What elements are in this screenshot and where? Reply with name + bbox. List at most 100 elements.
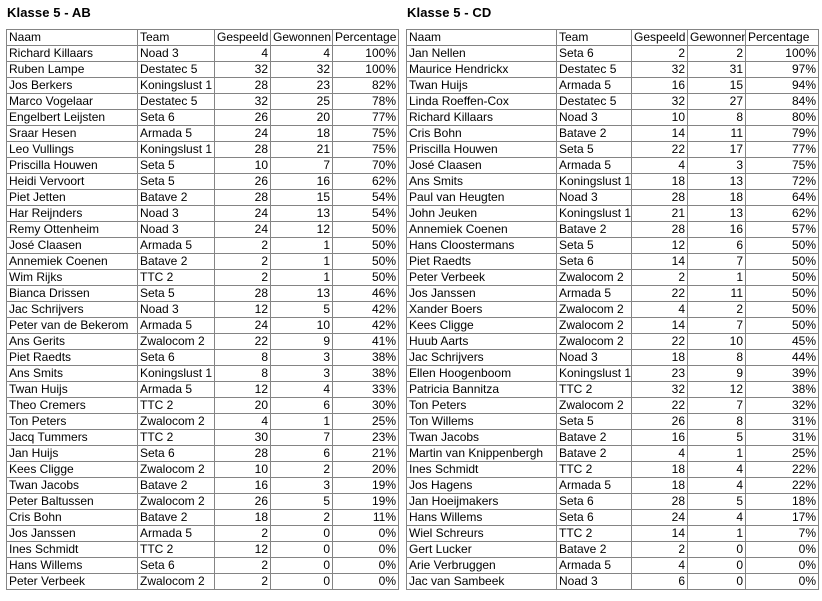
- cell-gewonnen: 27: [687, 93, 746, 110]
- cell-percentage: 62%: [745, 205, 819, 222]
- cell-team: Noad 3: [137, 45, 215, 62]
- cell-gespeeld: 12: [631, 237, 688, 254]
- cell-gespeeld: 24: [214, 125, 271, 142]
- cell-gespeeld: 8: [214, 365, 271, 382]
- cell-naam: Twan Huijs: [406, 77, 557, 94]
- table-row: Piet Raedts Seta 6 14 7 50%: [406, 253, 819, 270]
- cell-percentage: 45%: [745, 333, 819, 350]
- cell-gespeeld: 28: [214, 285, 271, 302]
- cell-percentage: 7%: [745, 525, 819, 542]
- cell-team: Batave 2: [556, 429, 632, 446]
- cell-team: TTC 2: [556, 461, 632, 478]
- column-header-team: Team: [556, 29, 632, 46]
- cell-naam: Piet Raedts: [406, 253, 557, 270]
- table-row: Cris Bohn Batave 2 14 11 79%: [406, 125, 819, 142]
- cell-gespeeld: 18: [631, 477, 688, 494]
- cell-naam: Piet Jetten: [6, 189, 138, 206]
- cell-gespeeld: 32: [214, 61, 271, 78]
- cell-gewonnen: 0: [270, 557, 333, 574]
- cell-team: Batave 2: [137, 189, 215, 206]
- table-row: Marco Vogelaar Destatec 5 32 25 78%: [6, 93, 399, 110]
- cell-naam: Sraar Hesen: [6, 125, 138, 142]
- cell-gewonnen: 0: [270, 541, 333, 558]
- cell-naam: Xander Boers: [406, 301, 557, 318]
- cell-percentage: 50%: [332, 253, 399, 270]
- cell-team: Seta 6: [556, 509, 632, 526]
- cell-team: Armada 5: [556, 557, 632, 574]
- cell-team: Koningslust 1: [137, 141, 215, 158]
- cell-naam: Hans Willems: [406, 509, 557, 526]
- cell-percentage: 33%: [332, 381, 399, 398]
- cell-gewonnen: 7: [270, 429, 333, 446]
- table-row: Twan Jacobs Batave 2 16 3 19%: [6, 477, 399, 494]
- cell-naam: José Claasen: [406, 157, 557, 174]
- cell-gewonnen: 0: [687, 557, 746, 574]
- cell-team: Seta 6: [137, 445, 215, 462]
- cell-percentage: 79%: [745, 125, 819, 142]
- cell-percentage: 50%: [745, 301, 819, 318]
- table-row: Engelbert Leijsten Seta 6 26 20 77%: [6, 109, 399, 126]
- cell-gewonnen: 4: [687, 461, 746, 478]
- panel-title-ab: Klasse 5 - AB: [7, 5, 91, 20]
- cell-naam: Ton Peters: [406, 397, 557, 414]
- cell-naam: Bianca Drissen: [6, 285, 138, 302]
- cell-gespeeld: 22: [631, 285, 688, 302]
- cell-naam: Jac van Sambeek: [406, 573, 557, 590]
- cell-percentage: 18%: [745, 493, 819, 510]
- cell-team: Seta 6: [137, 349, 215, 366]
- cell-gewonnen: 32: [270, 61, 333, 78]
- cell-gespeeld: 4: [631, 445, 688, 462]
- cell-gespeeld: 14: [631, 525, 688, 542]
- column-header-percentage: Percentage: [745, 29, 819, 46]
- cell-gewonnen: 4: [270, 381, 333, 398]
- cell-percentage: 44%: [745, 349, 819, 366]
- cell-gewonnen: 7: [687, 317, 746, 334]
- table-row: Sraar Hesen Armada 5 24 18 75%: [6, 125, 399, 142]
- cell-gespeeld: 18: [631, 173, 688, 190]
- table-header-row: Naam Team Gespeeld Gewonnen Percentage: [6, 29, 399, 46]
- cell-gespeeld: 32: [214, 93, 271, 110]
- cell-team: Koningslust 1: [556, 173, 632, 190]
- table-row: Theo Cremers TTC 2 20 6 30%: [6, 397, 399, 414]
- cell-gespeeld: 23: [631, 365, 688, 382]
- cell-percentage: 42%: [332, 301, 399, 318]
- cell-naam: Annemiek Coenen: [6, 253, 138, 270]
- cell-team: Noad 3: [556, 573, 632, 590]
- cell-gespeeld: 4: [631, 157, 688, 174]
- cell-percentage: 54%: [332, 205, 399, 222]
- cell-percentage: 38%: [332, 349, 399, 366]
- table-row: José Claasen Armada 5 4 3 75%: [406, 157, 819, 174]
- cell-gespeeld: 32: [631, 93, 688, 110]
- cell-gespeeld: 2: [631, 541, 688, 558]
- cell-gespeeld: 12: [214, 541, 271, 558]
- cell-naam: Jos Janssen: [6, 525, 138, 542]
- cell-naam: Twan Jacobs: [406, 429, 557, 446]
- cell-percentage: 20%: [332, 461, 399, 478]
- cell-percentage: 21%: [332, 445, 399, 462]
- cell-gespeeld: 10: [214, 461, 271, 478]
- cell-gewonnen: 1: [270, 253, 333, 270]
- table-row: Priscilla Houwen Seta 5 10 7 70%: [6, 157, 399, 174]
- table-row: Maurice Hendrickx Destatec 5 32 31 97%: [406, 61, 819, 78]
- cell-naam: Jos Hagens: [406, 477, 557, 494]
- table-row: Piet Raedts Seta 6 8 3 38%: [6, 349, 399, 366]
- cell-gespeeld: 16: [631, 77, 688, 94]
- cell-gewonnen: 7: [270, 157, 333, 174]
- cell-gespeeld: 24: [214, 221, 271, 238]
- cell-team: TTC 2: [137, 397, 215, 414]
- cell-team: Zwalocom 2: [556, 317, 632, 334]
- table-row: John Jeuken Koningslust 1 21 13 62%: [406, 205, 819, 222]
- cell-gewonnen: 1: [687, 269, 746, 286]
- cell-team: Seta 6: [137, 109, 215, 126]
- cell-gespeeld: 28: [631, 221, 688, 238]
- table-row: Ines Schmidt TTC 2 18 4 22%: [406, 461, 819, 478]
- cell-percentage: 22%: [745, 461, 819, 478]
- cell-naam: Kees Cligge: [6, 461, 138, 478]
- cell-naam: Remy Ottenheim: [6, 221, 138, 238]
- cell-gewonnen: 1: [270, 269, 333, 286]
- cell-percentage: 0%: [332, 573, 399, 590]
- cell-gespeeld: 10: [631, 109, 688, 126]
- cell-gespeeld: 22: [631, 397, 688, 414]
- table-row: Jos Janssen Armada 5 2 0 0%: [6, 525, 399, 542]
- cell-gewonnen: 3: [270, 477, 333, 494]
